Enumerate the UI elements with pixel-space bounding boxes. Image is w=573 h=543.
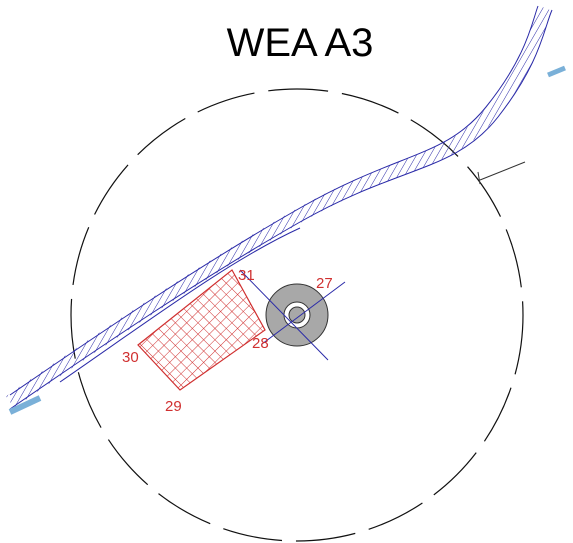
point-label: 27 xyxy=(316,275,333,292)
point-label: 28 xyxy=(252,335,269,352)
turbine xyxy=(239,269,346,361)
point-label: 31 xyxy=(238,267,255,284)
title: WEA A3 xyxy=(227,21,374,65)
boundary-circle xyxy=(70,88,524,542)
point-label: 30 xyxy=(122,349,139,366)
point-label: 29 xyxy=(165,398,182,415)
road xyxy=(6,5,566,415)
hatched-area xyxy=(137,269,266,391)
